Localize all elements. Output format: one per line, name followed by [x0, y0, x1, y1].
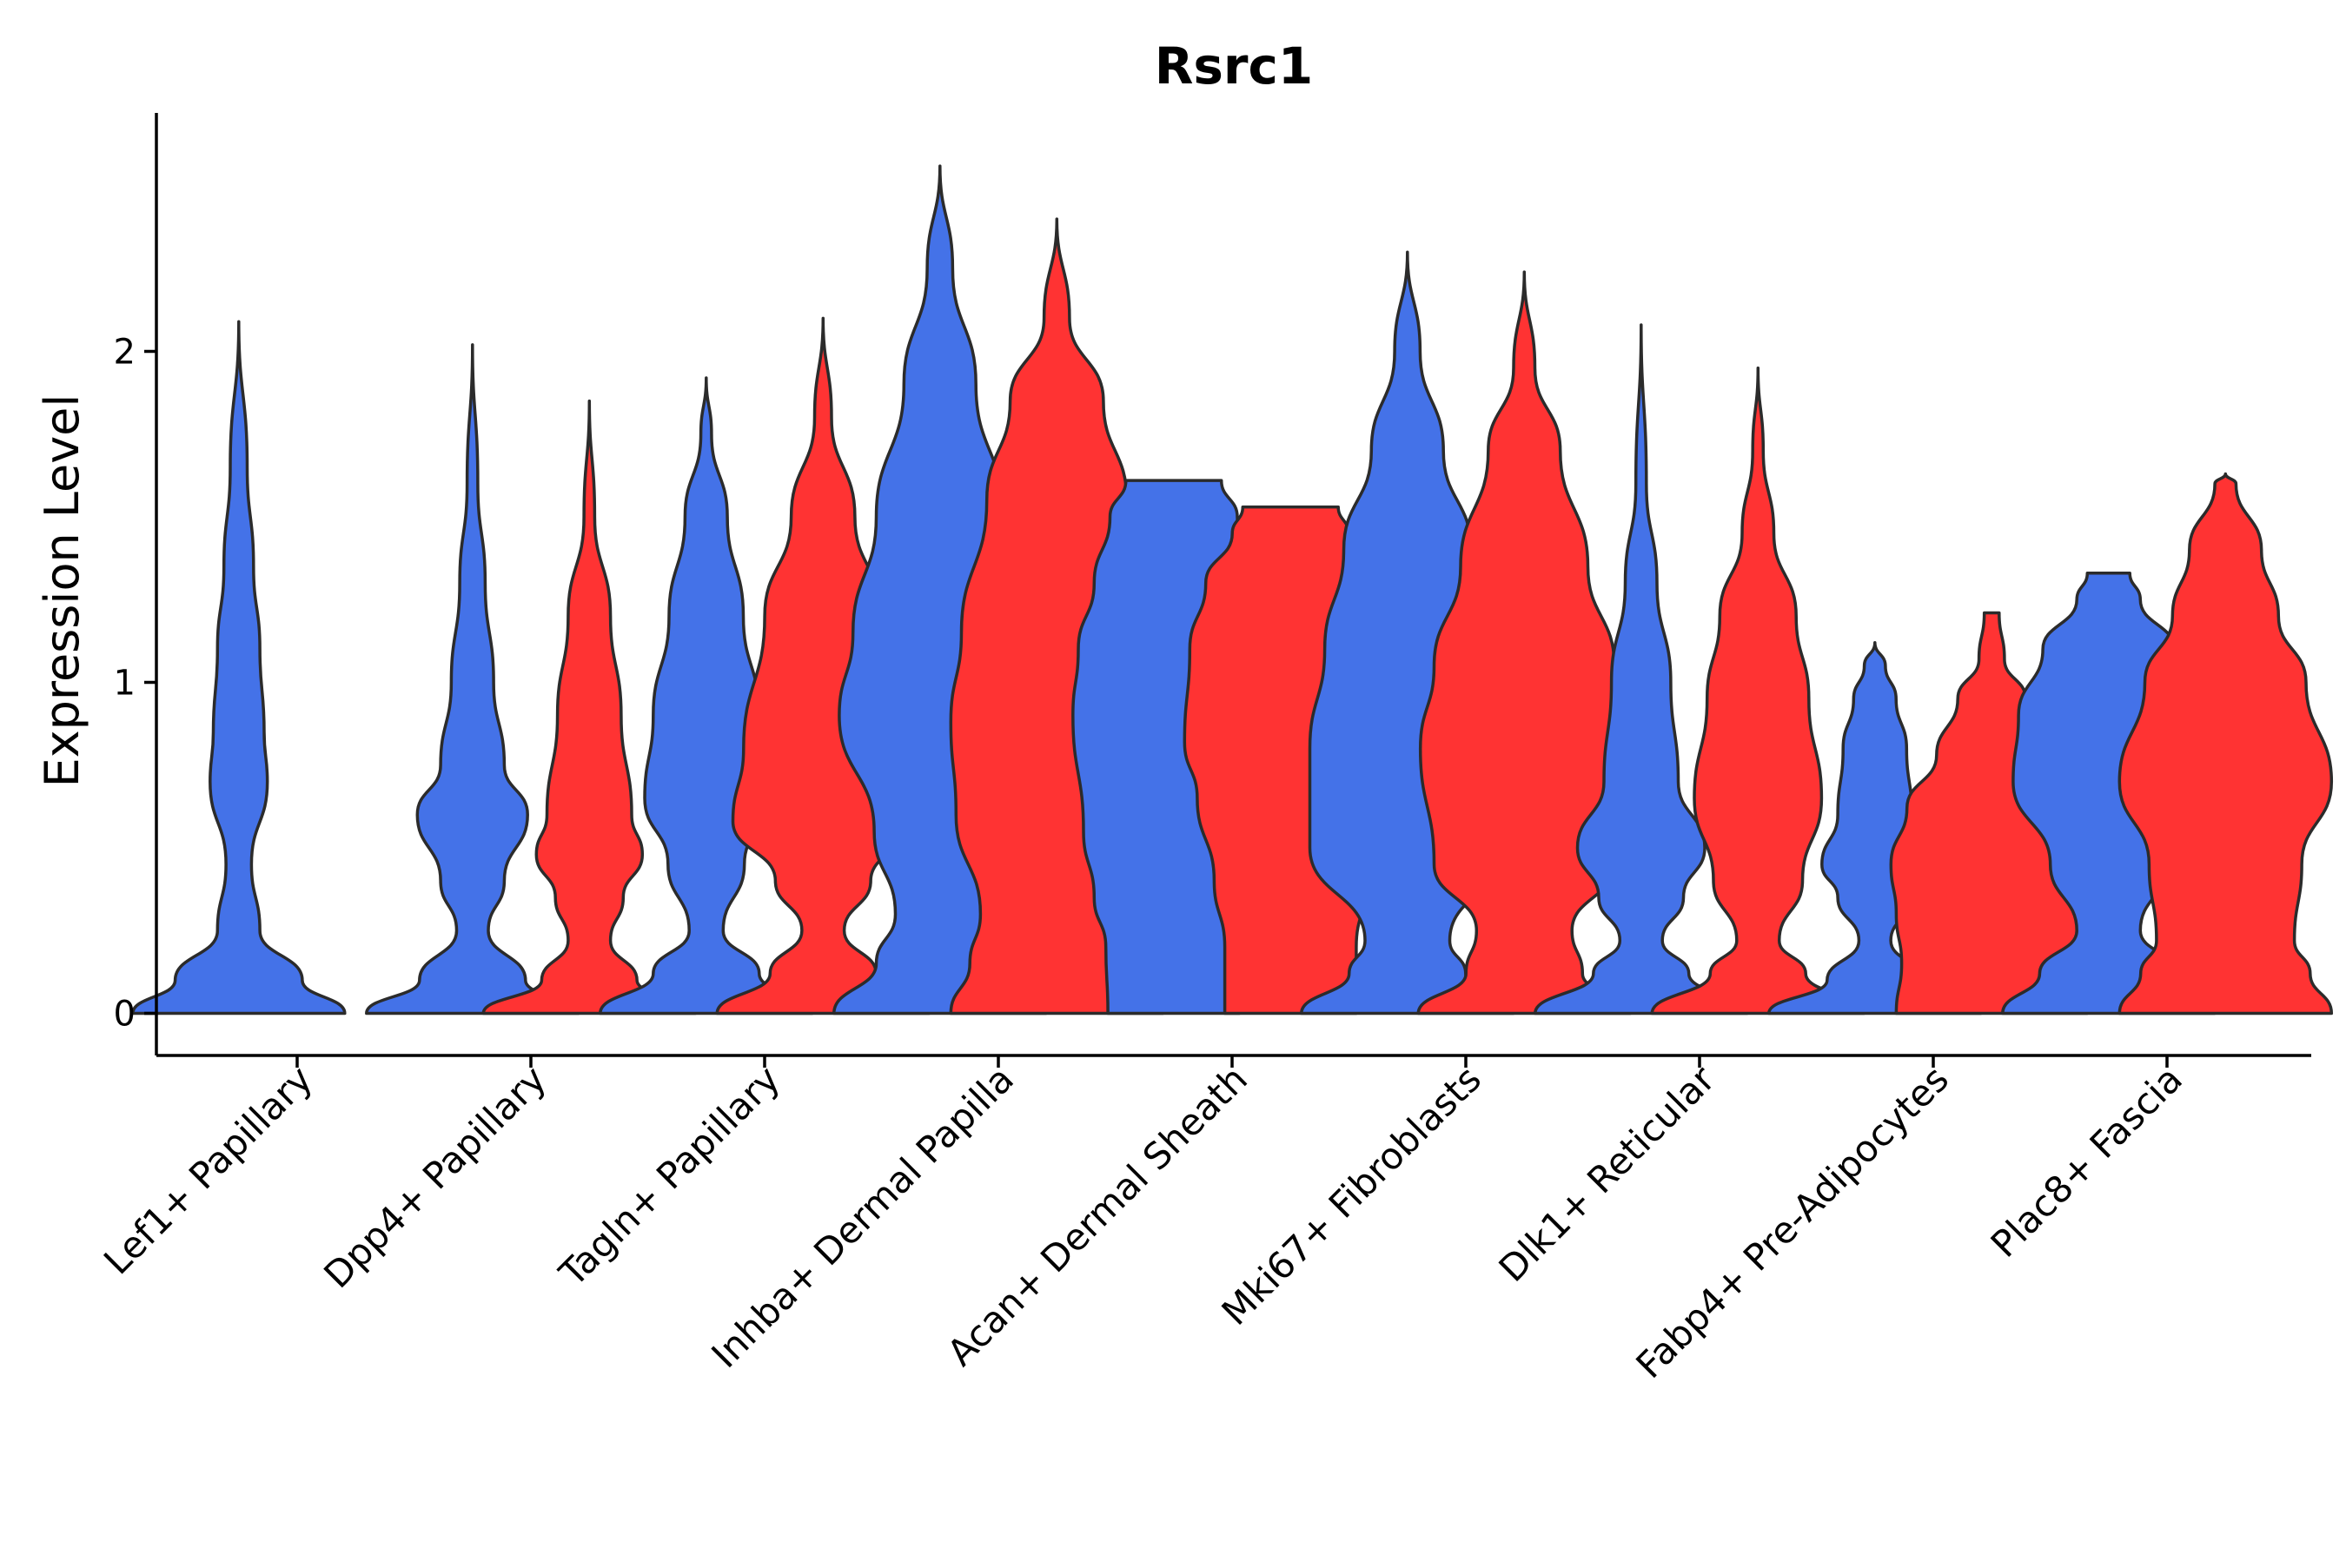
y-tick-label-1: 1	[114, 664, 136, 704]
violin-lef1-papillary-group-1	[131, 320, 347, 1016]
x-tick-label-lef1-papillary: Lef1+ Papillary	[96, 1057, 321, 1282]
x-tick-label-tagln-papillary: Tagln+ Papillary	[551, 1057, 788, 1294]
y-tick-label-0: 0	[114, 995, 136, 1035]
violin-dlk1-reticular-group-1	[1534, 323, 1749, 1016]
y-tick-label-2: 2	[114, 333, 136, 373]
x-tick-label-mki67-fibroblasts: Mki67+ Fibroblasts	[1214, 1057, 1489, 1333]
chart-title: Rsrc1	[1155, 36, 1314, 96]
violin-dlk1-reticular-group-2	[1650, 366, 1866, 1016]
violin-dpp4-papillary-group-2	[481, 399, 698, 1016]
x-tick-label-dlk1-reticular: Dlk1+ Reticular	[1491, 1057, 1724, 1290]
violin-dpp4-papillary-group-1	[365, 343, 580, 1016]
x-tick-label-dpp4-papillary: Dpp4+ Papillary	[315, 1057, 554, 1296]
y-axis-title: Expression Level	[35, 394, 89, 788]
x-tick-label-plac8-fascia: Plac8+ Fascia	[1983, 1057, 2190, 1265]
violins-layer	[131, 164, 2334, 1016]
violin-tagln-papillary-group-1	[599, 376, 814, 1016]
violin-plac8-fascia-group-2	[2117, 472, 2334, 1016]
